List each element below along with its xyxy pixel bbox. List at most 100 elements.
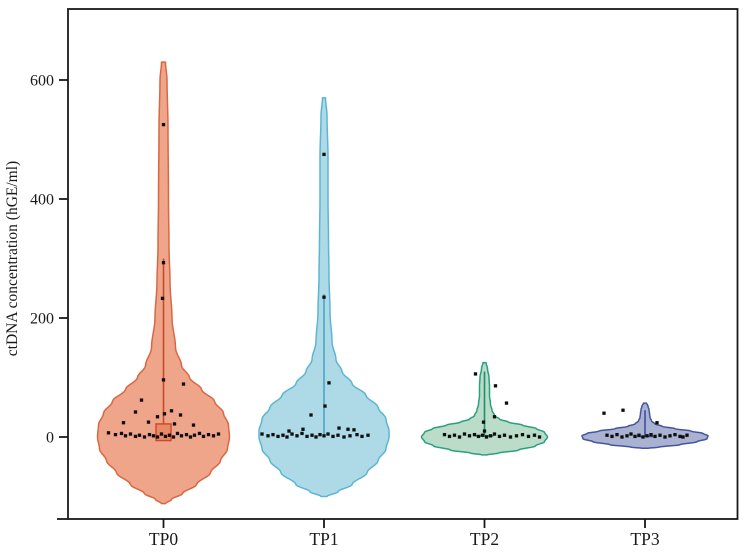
data-point (167, 433, 172, 437)
data-point (160, 296, 165, 301)
data-point (476, 434, 481, 439)
data-point (322, 295, 326, 299)
data-point (473, 372, 478, 376)
data-point (192, 433, 197, 437)
data-point (668, 434, 672, 438)
data-point (133, 434, 138, 439)
data-point (287, 429, 291, 433)
scatter-points-TP1 (260, 152, 370, 439)
scatter-points-TP0 (106, 122, 221, 439)
data-point (346, 427, 350, 431)
data-point (162, 412, 167, 416)
x-tick-label-tp3: TP3 (630, 529, 659, 549)
x-tick-label-tp2: TP2 (470, 529, 499, 549)
data-point (355, 432, 359, 437)
data-point (188, 435, 193, 439)
data-point (323, 404, 327, 408)
data-point (352, 428, 356, 432)
data-point (678, 434, 682, 439)
data-point (301, 427, 305, 431)
data-point (492, 415, 497, 419)
data-point (537, 435, 542, 439)
data-point (327, 381, 331, 385)
data-point (526, 434, 531, 439)
data-point (128, 432, 133, 436)
data-point (314, 435, 318, 439)
data-point (605, 433, 609, 437)
violin-TP0 (96, 61, 231, 505)
data-point (681, 435, 685, 439)
data-point (201, 434, 206, 439)
data-point (629, 432, 633, 436)
data-point (137, 433, 142, 437)
data-point (171, 435, 176, 439)
data-point (452, 433, 457, 437)
data-point (637, 433, 641, 437)
data-point (337, 426, 341, 430)
data-point (178, 413, 183, 417)
data-point (266, 434, 270, 438)
data-point (649, 432, 653, 437)
y-tick-label: 200 (30, 311, 54, 328)
data-point (161, 122, 166, 127)
data-point (155, 435, 160, 439)
data-point (480, 433, 485, 437)
data-point (276, 434, 280, 439)
data-point (271, 432, 275, 437)
x-tick-label-tp0: TP0 (149, 529, 178, 549)
data-point (621, 408, 625, 412)
data-point (348, 434, 352, 438)
data-point (484, 435, 489, 439)
median-box (155, 423, 172, 442)
data-point (685, 433, 689, 437)
data-point (532, 433, 537, 437)
data-point (305, 434, 309, 439)
data-point (442, 432, 447, 437)
data-point (481, 420, 486, 424)
plot-border (67, 8, 739, 520)
data-point (508, 435, 513, 439)
data-point (520, 432, 525, 437)
data-point (457, 435, 462, 439)
data-point (300, 431, 304, 436)
data-point (290, 432, 294, 436)
scatter-points-TP2 (442, 372, 542, 439)
data-point (106, 431, 111, 435)
data-point (285, 435, 289, 439)
data-point (172, 422, 177, 426)
data-point (488, 434, 493, 438)
data-point (260, 432, 264, 436)
data-point (161, 261, 166, 265)
violin-TP1 (258, 97, 390, 498)
data-point (310, 433, 314, 437)
data-point (673, 432, 677, 437)
data-point (146, 420, 151, 424)
data-point (326, 432, 330, 436)
data-point (139, 398, 144, 402)
data-point (602, 411, 606, 415)
data-point (169, 409, 174, 413)
data-point (504, 401, 509, 405)
data-point (322, 152, 326, 157)
data-point (663, 435, 667, 439)
data-point (336, 433, 340, 437)
data-point (142, 435, 147, 439)
data-point (119, 431, 124, 436)
data-point (211, 434, 216, 438)
data-point (206, 432, 211, 437)
data-point (625, 434, 629, 438)
data-point (161, 378, 166, 382)
data-point (322, 434, 326, 438)
y-axis-title: ctDNA concentration (hGE/ml) (4, 161, 21, 356)
data-point (159, 432, 164, 436)
data-point (295, 434, 299, 438)
data-point (472, 432, 477, 437)
violin-TP3 (581, 402, 709, 450)
data-point (191, 423, 196, 427)
data-point (123, 434, 128, 438)
data-point (653, 434, 657, 439)
data-point (497, 434, 502, 439)
y-tick-label: 0 (46, 430, 54, 447)
